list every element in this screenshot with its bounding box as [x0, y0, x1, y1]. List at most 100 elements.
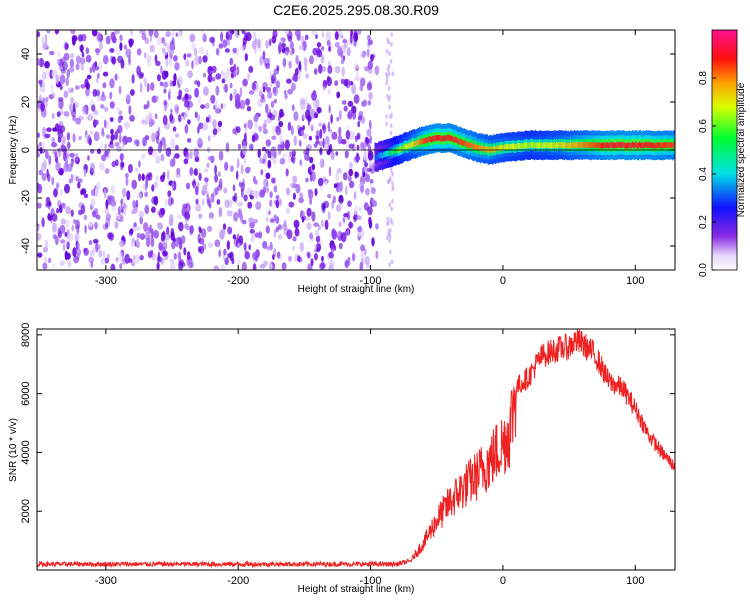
noise-speck — [334, 65, 341, 74]
noise-speck — [83, 247, 89, 256]
noise-speck — [317, 224, 321, 231]
noise-speck — [75, 234, 79, 241]
noise-speck — [311, 211, 316, 222]
noise-speck — [56, 59, 61, 64]
noise-speck — [68, 103, 74, 112]
noise-speck — [70, 158, 74, 168]
noise-speck — [122, 141, 125, 148]
ridge-cell — [659, 142, 661, 149]
ridge-cell — [651, 142, 654, 149]
x-tick-label: 100 — [626, 275, 644, 287]
noise-speck — [162, 50, 168, 56]
ridge-cell — [508, 144, 510, 150]
ridge-cell — [386, 150, 389, 157]
noise-speck — [160, 65, 163, 75]
noise-speck — [154, 30, 159, 39]
ridge-cell — [508, 143, 511, 150]
noise-speck — [354, 63, 359, 69]
ridge-cell — [460, 139, 463, 146]
noise-speck — [41, 172, 47, 182]
ridge-cell — [591, 141, 593, 148]
snr-frame — [36, 328, 676, 571]
noise-speck — [244, 251, 251, 260]
noise-speck — [37, 144, 40, 154]
noise-speck — [388, 71, 391, 77]
noise-speck — [321, 256, 324, 265]
noise-speck — [116, 49, 121, 56]
noise-speck — [287, 88, 294, 95]
noise-speck — [147, 112, 153, 121]
noise-speck — [171, 37, 175, 45]
ridge-cell — [494, 146, 496, 153]
noise-speck — [173, 252, 177, 260]
noise-speck — [213, 265, 220, 270]
noise-speck — [88, 222, 93, 227]
noise-speck — [234, 125, 238, 136]
noise-speck — [207, 135, 211, 142]
noise-speck — [151, 252, 157, 262]
noise-speck — [230, 72, 234, 79]
noise-speck — [104, 143, 107, 150]
noise-speck — [307, 263, 312, 270]
noise-speck — [226, 68, 230, 77]
noise-speck — [224, 161, 229, 171]
ridge-cell — [615, 142, 617, 149]
noise-speck — [147, 227, 152, 235]
noise-speck — [136, 232, 141, 239]
ridge-cell — [429, 136, 431, 143]
noise-speck — [37, 132, 40, 138]
noise-speck — [206, 162, 210, 168]
noise-speck — [164, 70, 169, 78]
noise-speck — [309, 197, 313, 205]
ridge-cell — [523, 142, 526, 149]
noise-speck — [133, 221, 137, 228]
noise-speck — [295, 55, 299, 65]
noise-speck — [139, 233, 145, 241]
noise-speck — [187, 70, 193, 79]
ridge-cell — [548, 142, 551, 149]
noise-speck — [98, 135, 101, 141]
x-tick-label: 100 — [626, 575, 644, 587]
noise-speck — [279, 113, 283, 118]
noise-speck — [103, 188, 107, 199]
noise-speck — [200, 228, 207, 239]
noise-speck — [215, 85, 220, 96]
ridge-cell — [456, 137, 458, 143]
noise-speck — [283, 89, 287, 95]
ridge-cell — [453, 136, 455, 143]
noise-speck — [253, 218, 258, 224]
ridge-cell — [469, 142, 471, 148]
noise-speck — [360, 141, 365, 150]
ridge-cell — [418, 139, 420, 146]
noise-speck — [135, 139, 140, 147]
noise-speck — [354, 205, 359, 214]
noise-speck — [244, 132, 247, 142]
noise-speck — [328, 166, 332, 177]
noise-speck — [345, 185, 348, 196]
noise-speck — [64, 183, 70, 194]
noise-speck — [292, 246, 295, 251]
noise-speck — [37, 31, 41, 38]
noise-speck — [130, 261, 136, 267]
noise-speck — [197, 233, 201, 244]
noise-speck — [364, 65, 370, 72]
noise-speck — [48, 201, 52, 207]
noise-speck — [172, 126, 177, 132]
ridge-cell — [553, 142, 555, 149]
noise-speck — [86, 74, 92, 80]
noise-speck — [123, 207, 127, 216]
noise-speck — [169, 115, 175, 125]
noise-speck — [345, 140, 349, 149]
noise-speck — [207, 242, 213, 248]
ridge-cell — [432, 136, 434, 142]
noise-speck — [59, 260, 65, 267]
ridge-cell — [481, 145, 483, 151]
noise-speck — [232, 128, 236, 135]
noise-speck — [218, 43, 224, 49]
noise-speck — [233, 63, 237, 72]
noise-speck — [189, 33, 196, 43]
noise-speck — [218, 206, 223, 218]
ridge-cell — [620, 142, 622, 148]
noise-speck — [218, 150, 224, 161]
noise-speck — [348, 222, 354, 229]
